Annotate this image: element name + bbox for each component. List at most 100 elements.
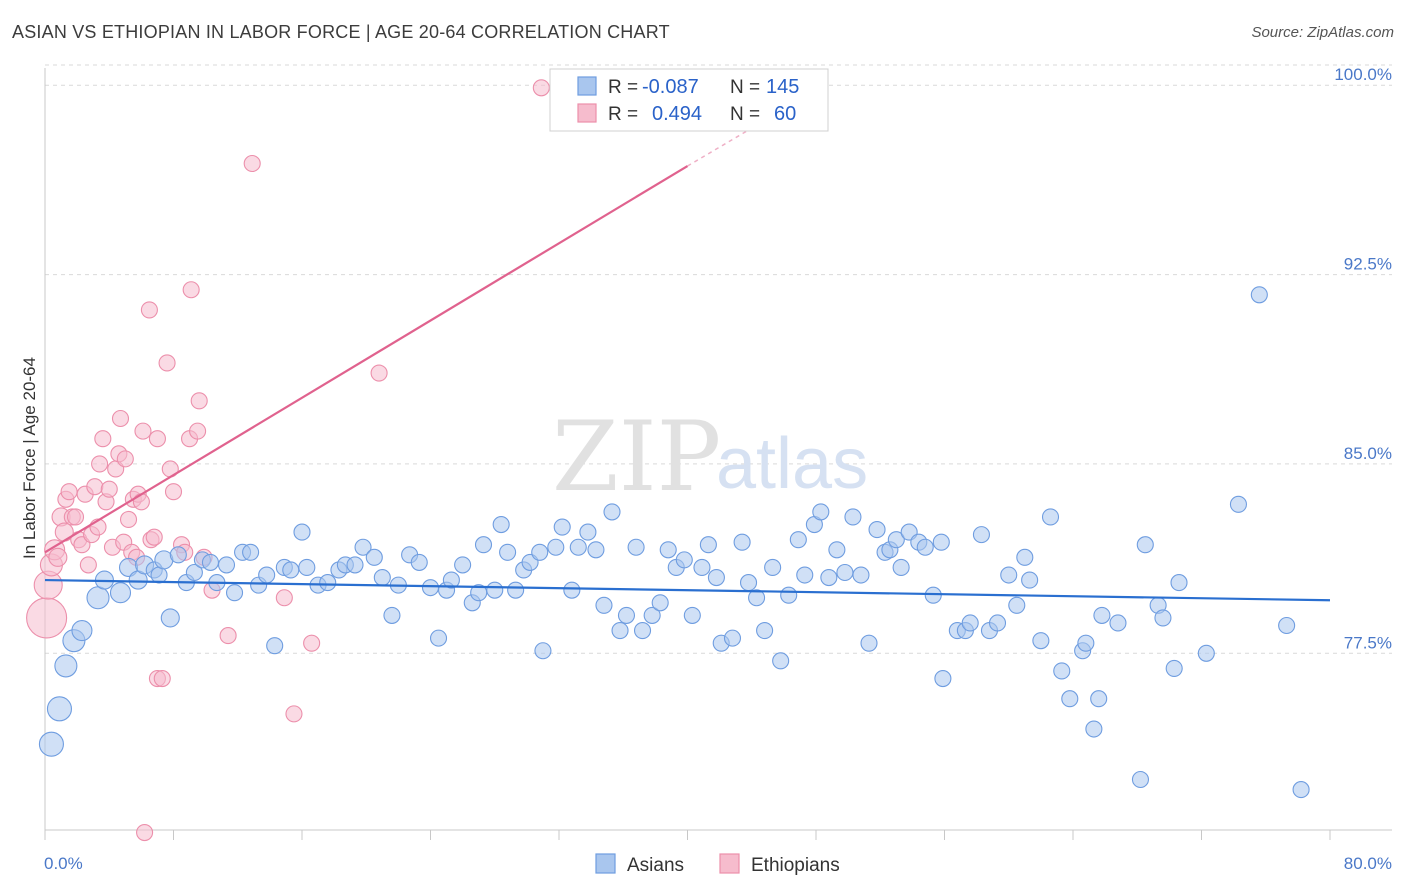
asian-point	[429, 629, 448, 647]
asian-point	[988, 614, 1007, 632]
legend-ethiopian-n-label: N =	[730, 104, 760, 125]
asian-point	[699, 536, 717, 554]
legend-ethiopian-r-label: R =	[608, 104, 638, 125]
ethiopian-point	[91, 455, 109, 473]
ethiopian-point	[119, 510, 138, 529]
asian-point	[633, 622, 652, 640]
asian-point	[860, 634, 878, 652]
ethiopian-point	[182, 281, 200, 299]
asian-point	[563, 581, 581, 599]
asian-point	[659, 541, 677, 559]
asian-point	[739, 574, 758, 592]
ethiopian-point	[190, 392, 208, 410]
legend-ethiopian-n-value: 60	[774, 103, 796, 125]
watermark-zip: ZIP	[552, 401, 721, 513]
asian-point	[54, 654, 78, 678]
x-tick-label-max: 80.0%	[1344, 854, 1392, 873]
asian-point	[723, 629, 742, 647]
asian-point	[150, 566, 168, 584]
asian-point	[373, 568, 391, 587]
asian-point	[1250, 286, 1268, 304]
asian-point	[1090, 690, 1108, 708]
asian-points	[38, 286, 1310, 799]
y-tick-label: 77.5%	[1344, 633, 1392, 652]
asian-point	[587, 541, 605, 559]
ethiopian-point	[148, 430, 166, 448]
ethiopian-point	[26, 597, 68, 639]
asian-trend-line	[44, 578, 1331, 602]
watermark: ZIP atlas	[552, 401, 868, 513]
asian-point	[365, 548, 383, 566]
asian-point	[1032, 632, 1050, 650]
ethiopian-trend-line-extension	[687, 127, 753, 167]
asian-point	[1165, 659, 1183, 677]
asian-point	[675, 551, 693, 569]
asian-point	[934, 669, 952, 688]
ethiopian-point	[532, 79, 550, 97]
asian-point	[346, 556, 364, 574]
watermark-atlas: atlas	[716, 424, 868, 504]
asian-point	[217, 556, 236, 574]
asian-point	[185, 563, 203, 582]
ethiopian-point	[60, 483, 78, 501]
ethiopian-point	[66, 508, 85, 526]
asian-point	[579, 523, 597, 541]
asian-point	[617, 606, 636, 624]
asian-point	[169, 546, 187, 564]
asian-point	[693, 558, 711, 576]
legend-asian-r-label: R =	[608, 77, 638, 98]
asian-point	[547, 538, 565, 556]
asian-point	[748, 589, 766, 607]
asian-point	[319, 574, 337, 592]
asian-point	[603, 503, 621, 521]
asian-point	[796, 566, 814, 584]
bottom-legend-asian-swatch	[595, 853, 616, 874]
asian-point	[1000, 566, 1018, 584]
ethiopian-point	[275, 589, 293, 607]
asian-point	[354, 538, 372, 556]
ethiopian-point	[164, 483, 183, 501]
asian-point	[499, 543, 517, 561]
ethiopian-point	[86, 478, 104, 496]
asian-point	[1170, 574, 1188, 592]
y-tick-label: 100.0%	[1334, 65, 1392, 84]
asian-point	[1008, 596, 1026, 614]
asian-point	[1197, 644, 1215, 662]
ethiopian-point	[158, 354, 176, 372]
ethiopian-point	[79, 556, 97, 574]
asian-point	[627, 538, 645, 556]
asian-point	[421, 579, 440, 597]
trend-lines	[44, 127, 1331, 602]
ethiopian-point	[140, 301, 158, 319]
asian-point	[1278, 616, 1296, 635]
asian-point	[651, 594, 669, 612]
asian-point	[844, 508, 862, 526]
asian-point	[852, 566, 870, 584]
chart-title: ASIAN VS ETHIOPIAN IN LABOR FORCE | AGE …	[12, 22, 670, 42]
ethiopian-point	[370, 364, 388, 382]
legend-asian-n-label: N =	[730, 77, 760, 98]
bottom-legend-ethiopian-label: Ethiopians	[751, 855, 840, 876]
asian-point	[486, 581, 504, 599]
x-tick-label-min: 0.0%	[44, 854, 83, 873]
y-tick-label: 85.0%	[1344, 444, 1392, 463]
legend-asian-swatch	[577, 76, 597, 96]
asian-point	[1053, 662, 1071, 680]
asian-point	[282, 561, 300, 579]
x-tick-labels: 0.0% 80.0%	[44, 854, 1392, 873]
asian-point	[595, 596, 613, 614]
asian-point	[1016, 548, 1034, 566]
asian-point	[756, 622, 774, 640]
asian-point	[531, 543, 549, 561]
grid-lines	[45, 64, 1392, 654]
ethiopian-trend-line	[44, 165, 689, 554]
asian-point	[611, 622, 629, 640]
ethiopian-point	[145, 528, 163, 546]
asian-point	[160, 608, 180, 628]
asian-point	[961, 614, 979, 632]
asian-point	[643, 606, 661, 624]
asian-point	[201, 553, 219, 571]
asian-point	[972, 526, 990, 544]
ethiopian-point	[219, 627, 237, 645]
